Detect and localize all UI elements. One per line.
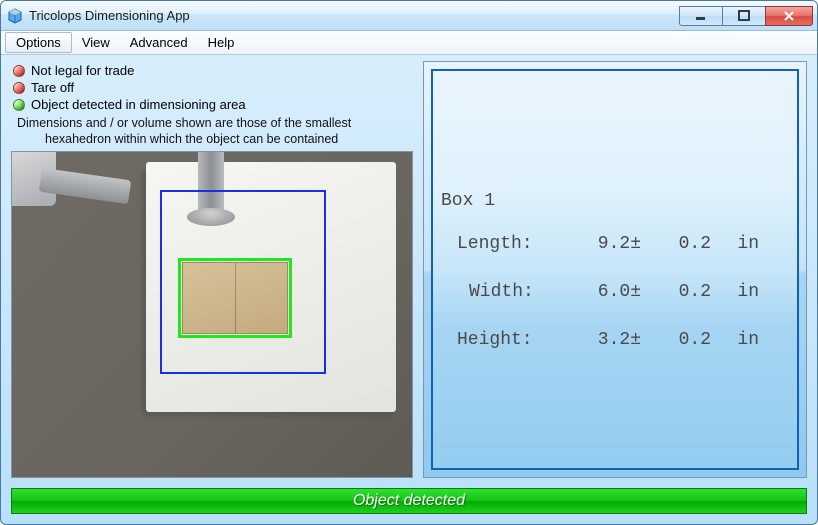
statusbar: Object detected: [11, 488, 807, 514]
status-line: Not legal for trade: [13, 63, 413, 78]
explain-line2: hexahedron within which the object can b…: [17, 132, 407, 148]
bracket-shape: [12, 152, 146, 262]
camera-panel: [11, 151, 413, 478]
titlebar[interactable]: Tricolops Dimensioning App: [1, 1, 817, 31]
minimize-button[interactable]: [679, 6, 723, 26]
green-bounding-box: [178, 258, 292, 338]
explain-text: Dimensions and / or volume shown are tho…: [11, 116, 413, 151]
measurement-row: Width:6.0±0.2in: [441, 279, 789, 307]
measurement-readout: Box 1 Length:9.2±0.2in Width:6.0±0.2in H…: [431, 69, 799, 470]
status-line: Tare off: [13, 80, 413, 95]
right-panel: Box 1 Length:9.2±0.2in Width:6.0±0.2in H…: [423, 61, 807, 478]
status-list: Not legal for trade Tare off Object dete…: [11, 61, 413, 116]
measurement-row: Length:9.2±0.2in: [441, 231, 789, 259]
measurement-row: Height:3.2±0.2in: [441, 327, 789, 355]
statusbar-text: Object detected: [353, 492, 465, 510]
close-button[interactable]: [765, 6, 813, 26]
app-window: Tricolops Dimensioning App Options View …: [0, 0, 818, 525]
led-green-icon: [13, 99, 25, 111]
menu-options[interactable]: Options: [5, 32, 72, 53]
status-label: Tare off: [31, 80, 74, 95]
left-column: Not legal for trade Tare off Object dete…: [11, 61, 413, 478]
maximize-button[interactable]: [722, 6, 766, 26]
menu-view[interactable]: View: [72, 31, 120, 54]
client-area: Not legal for trade Tare off Object dete…: [1, 55, 817, 524]
led-red-icon: [13, 65, 25, 77]
led-red-icon: [13, 82, 25, 94]
window-title: Tricolops Dimensioning App: [29, 8, 680, 23]
menu-help[interactable]: Help: [198, 31, 245, 54]
menubar: Options View Advanced Help: [1, 31, 817, 55]
measurement-title: Box 1: [441, 191, 789, 211]
status-label: Object detected in dimensioning area: [31, 97, 246, 112]
app-icon: [7, 8, 23, 24]
explain-line1: Dimensions and / or volume shown are tho…: [17, 116, 351, 130]
window-controls: [680, 6, 813, 26]
menu-advanced[interactable]: Advanced: [120, 31, 198, 54]
status-label: Not legal for trade: [31, 63, 134, 78]
status-line: Object detected in dimensioning area: [13, 97, 413, 112]
